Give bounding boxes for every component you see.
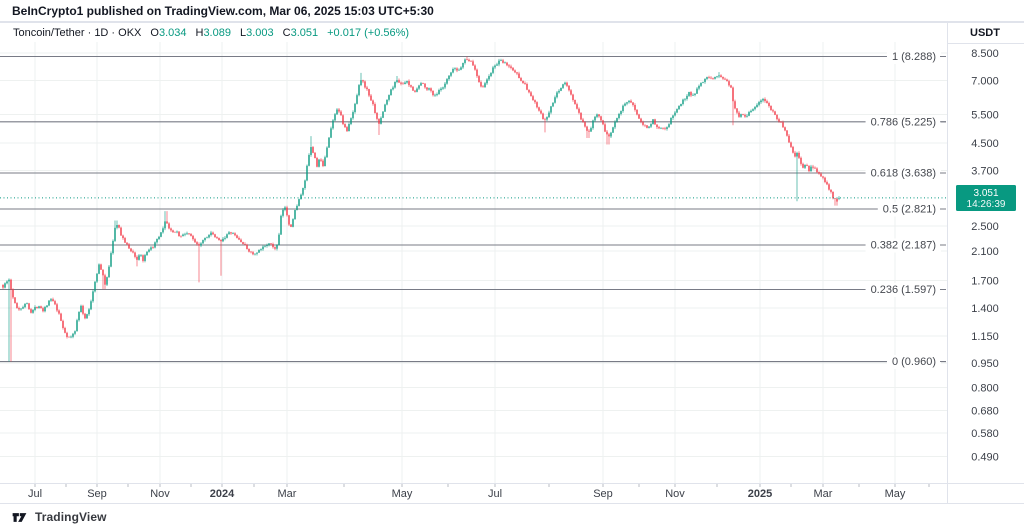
price-scale[interactable]: USDT 8.500 7.000 5.500 4.500 3.700 2.500 2.100 1… [970, 27, 1000, 464]
ohlc-open-key: O [150, 27, 159, 39]
fib-label: 0.5 (2.821) [883, 203, 936, 215]
ohlc-open: O 3.034 [150, 27, 186, 39]
fib-label: 0.382 (2.187) [871, 240, 936, 252]
price-tick-label: 1.150 [971, 331, 999, 343]
time-tick-label: Jul [28, 488, 42, 500]
price-tick-label: 1.700 [971, 276, 999, 288]
price-tick-label: 2.500 [971, 221, 999, 233]
price-tick-label: 0.490 [971, 452, 999, 464]
ohlc-high-key: H [195, 27, 204, 39]
price-tick-label: 0.800 [971, 382, 999, 394]
time-tick-label: Mar [278, 488, 297, 500]
time-tick-label: May [885, 488, 906, 500]
last-price-value: 3.051 [973, 188, 998, 199]
ohlc-low: L 3.003 [240, 27, 274, 39]
pane-borders [0, 22, 1024, 504]
ohlc-open-value: 3.034 [158, 27, 187, 39]
chart-legend: Toncoin/Tether · 1D · OKX O 3.034 H 3.089 … [13, 27, 409, 39]
candlestick-series[interactable] [2, 56, 840, 362]
ohlc-low-key: L [239, 27, 247, 39]
fib-retracement-lines[interactable] [0, 55, 946, 363]
time-tick-label: Sep [87, 488, 107, 500]
time-tick-label: May [392, 488, 413, 500]
time-tick-label: 2024 [210, 488, 235, 500]
tradingview-brand-text[interactable]: TradingView [35, 510, 107, 524]
ohlc-close: C 3.051 [283, 27, 318, 39]
price-tick-label: 1.400 [971, 303, 999, 315]
time-tick-label: Nov [665, 488, 685, 500]
price-tick-label: 0.680 [971, 405, 999, 417]
price-tick-label: 2.100 [971, 246, 999, 258]
fib-label: 0.618 (3.638) [871, 168, 936, 180]
price-tick-label: 3.700 [971, 166, 999, 178]
fib-label: 0.236 (1.597) [871, 284, 936, 296]
tradingview-logo-icon[interactable] [10, 510, 29, 525]
ohlc-high-value: 3.089 [203, 27, 231, 39]
grid-vertical [34, 42, 896, 483]
change-value: +0.017 (+0.56%) [327, 27, 410, 39]
symbol-title[interactable]: Toncoin/Tether · 1D · OKX [13, 27, 142, 39]
grid-horizontal [0, 52, 947, 458]
price-tick-label: 5.500 [971, 110, 999, 122]
ohlc-low-value: 3.003 [246, 27, 274, 39]
price-tick-label: 0.580 [971, 428, 999, 440]
ohlc-close-key: C [282, 27, 291, 39]
attribution-bar: BeInCrypto1 published on TradingView.com… [0, 0, 1024, 22]
time-tick-label: 2025 [748, 488, 772, 500]
time-tick-label: Sep [593, 488, 613, 500]
fib-label: 1 (8.288) [892, 51, 936, 63]
time-tick-label: Mar [814, 488, 833, 500]
fib-label: 0 (0.960) [892, 356, 936, 368]
bar-countdown: 14:26:39 [967, 199, 1006, 210]
time-tick-label: Nov [150, 488, 170, 500]
ohlc-close-value: 3.051 [290, 27, 319, 39]
ohlc-high: H 3.089 [195, 27, 230, 39]
price-tick-label: 0.950 [971, 358, 999, 370]
price-tick-label: 7.000 [971, 75, 999, 87]
price-scale-currency: USDT [970, 27, 1000, 39]
time-tick-label: Jul [488, 488, 502, 500]
fib-label: 0.786 (5.225) [871, 116, 936, 128]
attribution-text: BeInCrypto1 published on TradingView.com… [12, 4, 434, 18]
time-scale[interactable]: Jul Sep Nov 2024 Mar May Jul Sep Nov 2025 Mar May [28, 484, 930, 500]
price-tick-label: 8.500 [971, 48, 999, 60]
fib-labels: 1 (8.288) 0.786 (5.225) 0.618 (3.638) 0.5 (… [865, 49, 946, 370]
price-tick-label: 4.500 [971, 138, 999, 150]
attribution-footer: TradingView [0, 504, 1024, 530]
